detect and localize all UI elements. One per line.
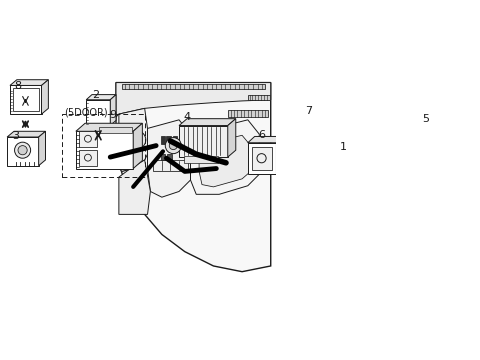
Polygon shape <box>408 129 444 134</box>
Bar <box>330 153 363 177</box>
Bar <box>179 126 228 157</box>
Bar <box>79 150 97 166</box>
Polygon shape <box>10 80 48 85</box>
Ellipse shape <box>123 130 146 150</box>
Polygon shape <box>76 123 143 131</box>
Polygon shape <box>248 136 283 143</box>
Ellipse shape <box>403 136 414 146</box>
Text: 7: 7 <box>305 106 312 116</box>
Bar <box>10 85 41 114</box>
Bar <box>79 131 97 147</box>
Bar <box>122 84 265 89</box>
Text: 4: 4 <box>184 112 191 122</box>
Polygon shape <box>38 131 46 166</box>
Bar <box>167 136 171 144</box>
Ellipse shape <box>399 133 418 149</box>
Polygon shape <box>336 109 344 143</box>
Polygon shape <box>294 109 344 115</box>
Bar <box>13 88 38 111</box>
Circle shape <box>14 142 31 158</box>
Text: (5DOOR): (5DOOR) <box>64 107 108 117</box>
Polygon shape <box>116 148 133 171</box>
Polygon shape <box>119 108 150 171</box>
Bar <box>167 154 171 160</box>
Text: 1: 1 <box>339 142 347 152</box>
Text: 6: 6 <box>258 130 265 140</box>
Bar <box>184 156 218 163</box>
Polygon shape <box>7 137 38 166</box>
Bar <box>248 143 276 174</box>
Bar <box>408 134 437 148</box>
Bar <box>248 95 270 100</box>
Polygon shape <box>199 135 251 187</box>
Bar <box>86 100 110 126</box>
Text: 5: 5 <box>422 113 430 123</box>
Polygon shape <box>41 80 48 114</box>
Bar <box>161 136 165 144</box>
Polygon shape <box>119 160 150 215</box>
Polygon shape <box>228 119 236 157</box>
Ellipse shape <box>406 139 411 144</box>
Polygon shape <box>86 95 116 100</box>
Polygon shape <box>110 95 116 126</box>
Bar <box>153 160 188 171</box>
Text: 9: 9 <box>109 110 116 120</box>
Polygon shape <box>147 120 191 197</box>
Polygon shape <box>133 123 143 168</box>
Text: 3: 3 <box>12 131 19 141</box>
Polygon shape <box>116 82 271 117</box>
Bar <box>173 136 177 144</box>
Circle shape <box>18 145 27 155</box>
Polygon shape <box>276 136 283 174</box>
Bar <box>61 114 144 177</box>
Circle shape <box>169 141 177 150</box>
Polygon shape <box>116 82 271 272</box>
Bar <box>76 131 133 168</box>
Bar <box>99 127 132 133</box>
Bar <box>252 147 272 170</box>
Polygon shape <box>179 119 236 126</box>
Circle shape <box>165 138 181 154</box>
Polygon shape <box>7 131 46 137</box>
Text: 8: 8 <box>14 81 21 91</box>
Polygon shape <box>330 148 369 153</box>
Text: 2: 2 <box>92 90 99 100</box>
Bar <box>161 154 165 160</box>
Bar <box>294 115 336 143</box>
Bar <box>228 110 268 117</box>
Polygon shape <box>363 148 369 177</box>
Polygon shape <box>191 120 259 194</box>
